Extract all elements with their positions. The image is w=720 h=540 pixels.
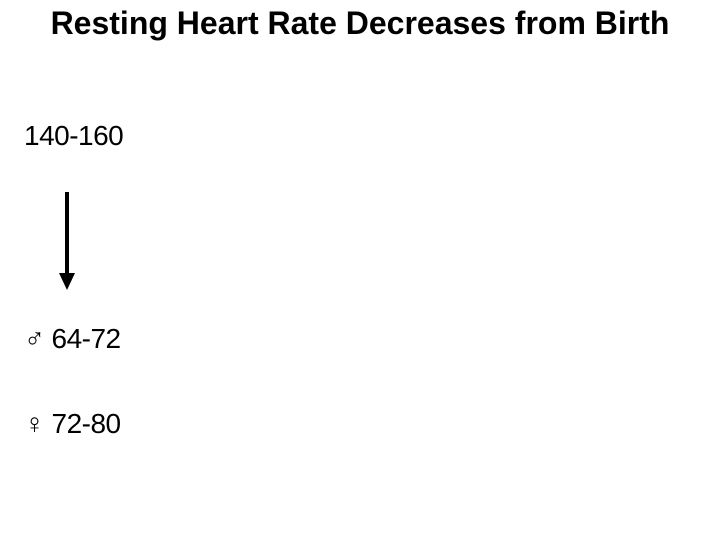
birth-heart-rate-value: 140-160 [24,120,124,151]
down-arrow-icon [59,192,75,290]
female-heart-rate-line: ♀ 72-80 [24,410,121,438]
female-symbol-icon: ♀ [24,408,45,439]
male-heart-rate-value: 64-72 [51,323,122,354]
slide-title: Resting Heart Rate Decreases from Birth [50,5,670,41]
male-symbol-icon: ♂ [24,323,45,354]
male-heart-rate-line: ♂ 64-72 [24,325,121,353]
female-heart-rate-value: 72-80 [51,408,122,439]
